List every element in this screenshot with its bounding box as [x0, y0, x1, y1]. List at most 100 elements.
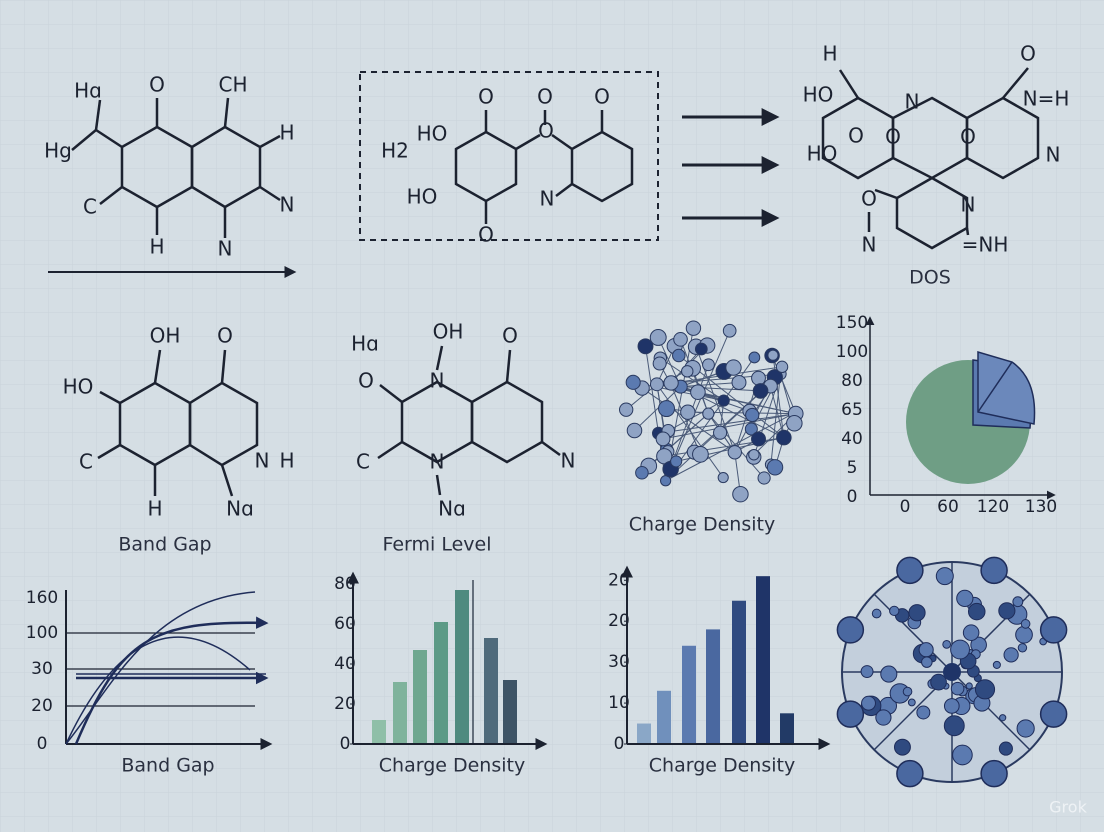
bar: [780, 713, 794, 744]
node: [702, 358, 715, 372]
rim-node: [896, 759, 924, 788]
atom-label: HO: [417, 122, 448, 146]
y-tick-label: 30: [608, 652, 630, 672]
x-tick-label: 60: [937, 497, 959, 517]
atom-label: H: [149, 235, 164, 259]
node: [776, 429, 792, 446]
bar: [706, 629, 720, 744]
rim-node: [1039, 616, 1068, 644]
atom-label: N: [255, 449, 270, 473]
rim-node: [1039, 700, 1068, 728]
node: [748, 449, 760, 461]
node: [685, 320, 702, 336]
node: [656, 448, 673, 465]
atom-label: O: [848, 124, 864, 148]
bond: [771, 355, 797, 414]
bubble: [921, 656, 933, 668]
node: [649, 329, 667, 346]
atom-label: C: [83, 195, 97, 219]
node: [652, 356, 667, 371]
atom-label: N=H: [1023, 87, 1070, 111]
bar: [393, 682, 407, 744]
bubble: [861, 695, 876, 711]
molecule: Hɑ Hg O CH H C N H N: [44, 73, 297, 278]
atom-label: O: [960, 125, 976, 149]
network: Charge Density: [619, 320, 804, 536]
bubble: [943, 698, 960, 714]
atom-label: O: [1020, 42, 1036, 66]
atom-label: H: [279, 449, 294, 473]
bond: [680, 339, 709, 414]
atom-label: O: [478, 223, 494, 247]
node: [725, 359, 742, 376]
bubble: [1020, 619, 1031, 629]
bar: [455, 590, 469, 744]
rim-node: [896, 556, 924, 585]
reaction-arrows: [682, 108, 780, 227]
node: [731, 374, 747, 390]
y-tick-label: 150: [836, 313, 868, 333]
atom-label: CH: [218, 73, 247, 97]
bubble: [998, 602, 1016, 620]
y-tick-label: 80: [841, 371, 863, 391]
node: [732, 485, 749, 503]
atom-label: N: [218, 237, 233, 261]
bubble: [974, 679, 996, 700]
node: [748, 351, 761, 364]
bubble: [880, 665, 898, 683]
atom-label: HO: [807, 142, 838, 166]
bubble: [967, 602, 986, 621]
y-tick-label: 30: [31, 659, 53, 679]
bubble: [1003, 647, 1019, 663]
bar: [657, 690, 671, 744]
atom-label: Hg: [44, 139, 72, 163]
bubble: [902, 686, 913, 697]
y-tick-label: 0: [37, 734, 48, 754]
atom-label: Nɑ: [226, 497, 254, 521]
atom-label: O: [538, 119, 554, 143]
atom-label: O: [537, 85, 553, 109]
molecule: OH O HO C N H H Nɑ Band Gap: [63, 324, 295, 556]
atom-label: =NH: [962, 233, 1009, 257]
molecule: H HO N O N=H O HO O O N O N N =NH DOS: [803, 42, 1070, 289]
atom-label: O: [502, 324, 518, 348]
node: [722, 323, 737, 338]
bubble: [918, 642, 934, 658]
bubble: [1015, 625, 1033, 644]
atom-label: N: [961, 193, 976, 217]
node: [625, 374, 641, 390]
node: [655, 431, 671, 447]
bubble: [930, 673, 947, 691]
watermark: Grok: [1049, 798, 1087, 817]
caption: Charge Density: [649, 755, 795, 777]
node: [649, 377, 664, 392]
atom-label: HO: [63, 375, 94, 399]
bar: [637, 723, 651, 744]
atom-label: OH: [433, 320, 464, 344]
bubble: [1017, 643, 1028, 653]
bond: [770, 385, 785, 438]
node: [619, 402, 634, 417]
bubble: [908, 604, 926, 622]
atom-label: OH: [150, 324, 181, 348]
y-tick-label: 100: [836, 342, 868, 362]
y-tick-label: 100: [26, 623, 58, 643]
bubble: [942, 639, 952, 649]
bubble: [889, 605, 900, 617]
atom-label: N: [1046, 143, 1061, 167]
bubble: [935, 567, 954, 586]
node: [694, 342, 708, 356]
x-tick-label: 0: [900, 497, 911, 517]
node: [767, 349, 779, 361]
bubble: [1012, 596, 1024, 608]
atom-label: O: [478, 85, 494, 109]
bar: [682, 645, 696, 744]
bubble: [1016, 719, 1035, 738]
node: [658, 400, 675, 418]
atom-label: O: [885, 125, 901, 149]
x-tick-label: 120: [977, 497, 1009, 517]
rim-node: [836, 616, 865, 644]
